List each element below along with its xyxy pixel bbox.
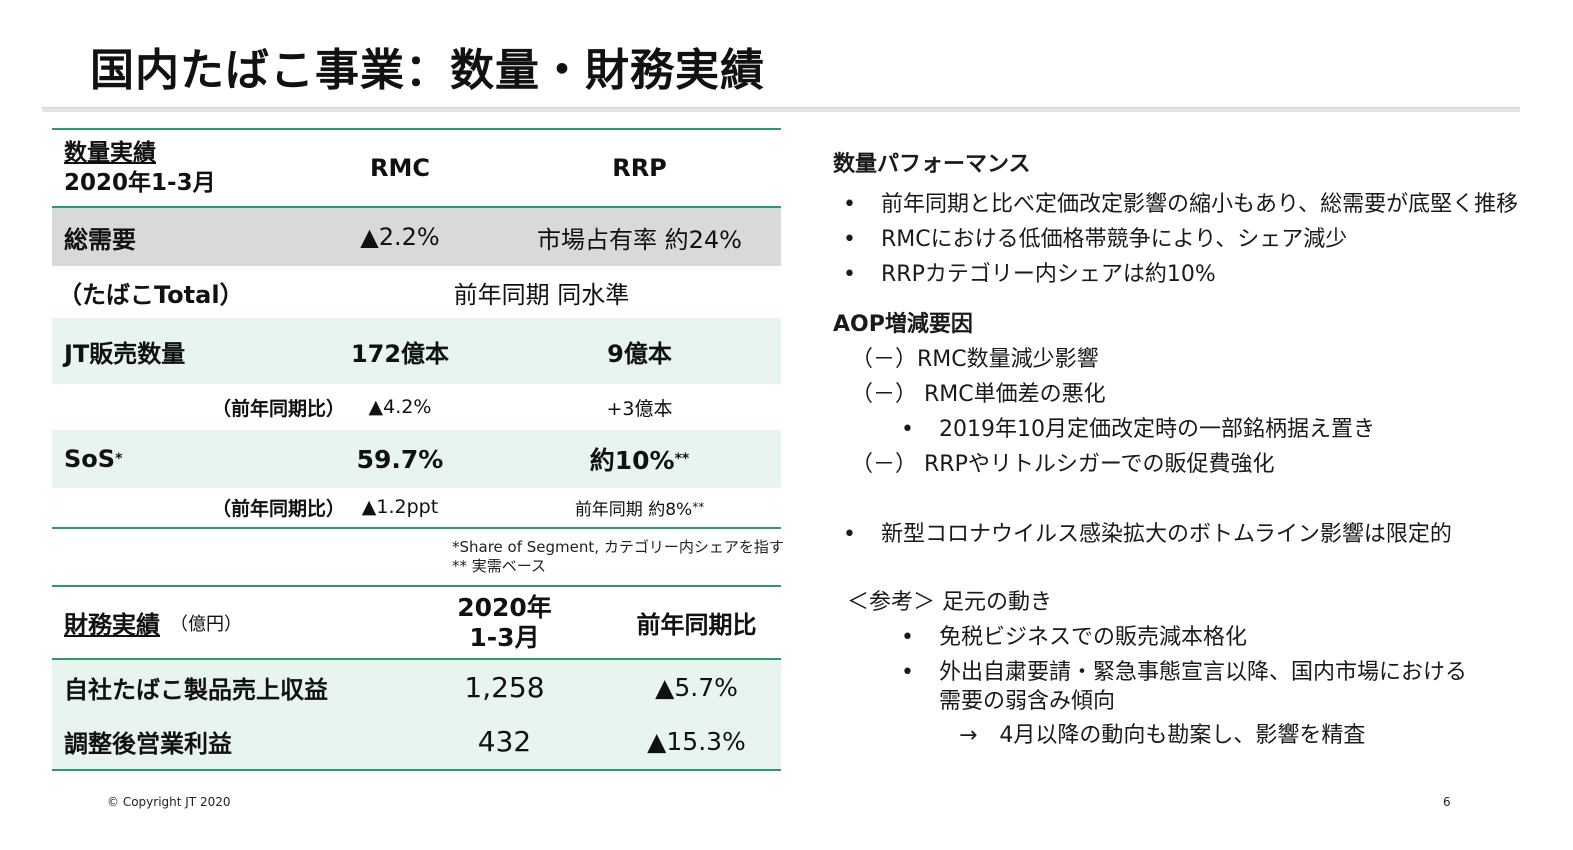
finance-table-header: 財務実績 （億円） 2020年 1-3月 前年同期比	[52, 587, 781, 658]
volume-performance-heading: 数量パフォーマンス	[833, 152, 1031, 177]
table-row-revenue: 自社たばこ製品売上収益 1,258 ▲5.7%	[52, 660, 781, 714]
table-row-total-demand: 総需要 ▲2.2% 市場占有率 約24%	[52, 208, 781, 266]
rrp-value: 約10% **	[498, 430, 781, 488]
footnote-sos: *Share of Segment, カテゴリー内シェアを指す	[452, 538, 784, 556]
list-item: • RRPカテゴリー内シェアは約10%	[843, 256, 1216, 288]
copyright: © Copyright JT 2020	[107, 795, 231, 809]
list-item: • 外出自粛要請・緊急事態宣言以降、国内市場における	[901, 654, 1467, 686]
volume-table-bottom-rule	[52, 527, 781, 529]
page-title: 国内たばこ事業：数量・財務実績	[90, 45, 765, 96]
combined-value: 前年同期 同水準	[453, 280, 630, 309]
table-row-tobacco-total: （たばこTotal） 前年同期 同水準	[52, 266, 781, 318]
row-label: （たばこTotal）	[58, 280, 244, 309]
bullet-icon: •	[843, 522, 856, 547]
column-header-rrp: RRP	[612, 154, 667, 182]
bullet-text: 免税ビジネスでの販売減本格化	[939, 625, 1248, 650]
row-label: SoS *	[64, 445, 123, 473]
volume-header-period: 2020年1-3月	[64, 170, 216, 196]
revenue-value: 1,258	[464, 670, 545, 704]
rrp-value: 9億本	[607, 339, 672, 368]
bullet-icon: •	[843, 192, 856, 217]
sos-label: SoS	[64, 445, 116, 473]
revenue-yoy: ▲5.7%	[655, 672, 738, 702]
header-bottom-rule	[52, 206, 781, 208]
period-year: 2020年	[457, 592, 552, 622]
list-item: • 2019年10月定価改定時の一部銘柄据え置き	[901, 411, 1375, 443]
finance-unit: （億円）	[170, 613, 242, 635]
row-label: （前年同期比）	[212, 497, 346, 520]
bullet-text: 2019年10月定価改定時の一部銘柄据え置き	[939, 417, 1375, 442]
rrp-value: +3億本	[606, 397, 673, 420]
finance-header-bottom-rule	[52, 658, 781, 660]
rrp-value: 市場占有率 約24%	[537, 225, 742, 254]
bullet-icon: •	[901, 625, 914, 650]
column-header-rmc: RMC	[370, 154, 430, 182]
rmc-value: ▲4.2%	[368, 396, 432, 418]
page-number: 6	[1443, 795, 1451, 809]
table-top-rule	[52, 128, 781, 130]
bullet-text: 外出自粛要請・緊急事態宣言以降、国内市場における	[939, 660, 1468, 685]
title-divider	[42, 107, 1520, 112]
list-item: • RMCにおける低価格帯競争により、シェア減少	[843, 221, 1347, 253]
row-label: JT販売数量	[64, 339, 186, 368]
bullet-text-continued: 需要の弱含み傾向	[939, 689, 1116, 714]
rmc-value: ▲2.2%	[360, 223, 440, 251]
bullet-icon: •	[843, 227, 856, 252]
profit-value: 432	[477, 725, 532, 758]
finance-header-label: 財務実績 （億円）	[64, 587, 242, 658]
finance-table-top-rule	[52, 585, 781, 587]
rrp-value: 前年同期 約8% **	[498, 488, 781, 526]
finance-header-title: 財務実績	[64, 611, 160, 639]
bullet-text: 新型コロナウイルス感染拡大のボトムライン影響は限定的	[881, 522, 1452, 547]
list-item: • 新型コロナウイルス感染拡大のボトムライン影響は限定的	[843, 516, 1452, 548]
row-label: （前年同期比）	[212, 397, 346, 420]
volume-header-title: 数量実績	[64, 140, 156, 166]
rmc-value: 59.7%	[356, 444, 444, 474]
list-item: • 前年同期と比べ定価改定影響の縮小もあり、総需要が底堅く推移	[843, 186, 1518, 218]
aop-item-volume: （－）RMC数量減少影響	[851, 347, 1099, 372]
aop-item-promo: （－） RRPやリトルシガーでの販促費強化	[851, 452, 1275, 477]
row-label: 総需要	[64, 225, 136, 254]
finance-table-bottom-rule	[52, 769, 781, 771]
aop-item-price: （－） RMC単価差の悪化	[851, 382, 1106, 407]
volume-header-label: 数量実績 2020年1-3月	[64, 130, 216, 206]
column-header-yoy: 前年同期比	[636, 611, 757, 639]
bullet-text: RMCにおける低価格帯競争により、シェア減少	[881, 227, 1348, 252]
table-row-jt-volume-yoy: （前年同期比） ▲4.2% +3億本	[52, 384, 781, 430]
table-row-operating-profit: 調整後営業利益 432 ▲15.3%	[52, 714, 781, 769]
table-footnotes: *Share of Segment, カテゴリー内シェアを指す ** 実需ベース	[452, 538, 784, 576]
bullet-text: 前年同期と比べ定価改定影響の縮小もあり、総需要が底堅く推移	[881, 192, 1519, 217]
row-label: 自社たばこ製品売上収益	[64, 675, 328, 704]
table-row-jt-volume: JT販売数量 172億本 9億本	[52, 318, 781, 384]
finance-rows-background	[52, 660, 781, 769]
bullet-icon: •	[901, 417, 914, 442]
table-row-sos-yoy: （前年同期比） ▲1.2ppt 前年同期 約8% **	[52, 488, 781, 526]
bullet-icon: •	[843, 262, 856, 287]
rmc-value: 172億本	[350, 339, 450, 368]
bullet-text: RRPカテゴリー内シェアは約10%	[881, 262, 1216, 287]
rrp-sos-value: 約10%	[589, 446, 675, 475]
table-row-sos: SoS * 59.7% 約10% **	[52, 430, 781, 488]
list-item: • 免税ビジネスでの販売減本格化	[901, 619, 1247, 651]
rrp-sos-yoy-value: 前年同期 約8%	[574, 499, 693, 520]
bullet-icon: •	[901, 660, 914, 685]
row-label: 調整後営業利益	[64, 730, 232, 758]
rmc-value: ▲1.2ppt	[361, 496, 439, 518]
aop-heading: AOP増減要因	[833, 312, 973, 337]
period-months: 1-3月	[469, 622, 540, 652]
profit-yoy: ▲15.3%	[647, 727, 746, 756]
footnote-actual-demand: ** 実需ベース	[452, 557, 547, 575]
volume-table-header: 数量実績 2020年1-3月 RMC RRP	[52, 130, 781, 206]
arrow-note: → 4月以降の動向も勘案し、影響を精査	[959, 723, 1366, 748]
column-header-period: 2020年 1-3月	[422, 587, 587, 658]
reference-heading: ＜参考＞ 足元の動き	[847, 590, 1052, 615]
